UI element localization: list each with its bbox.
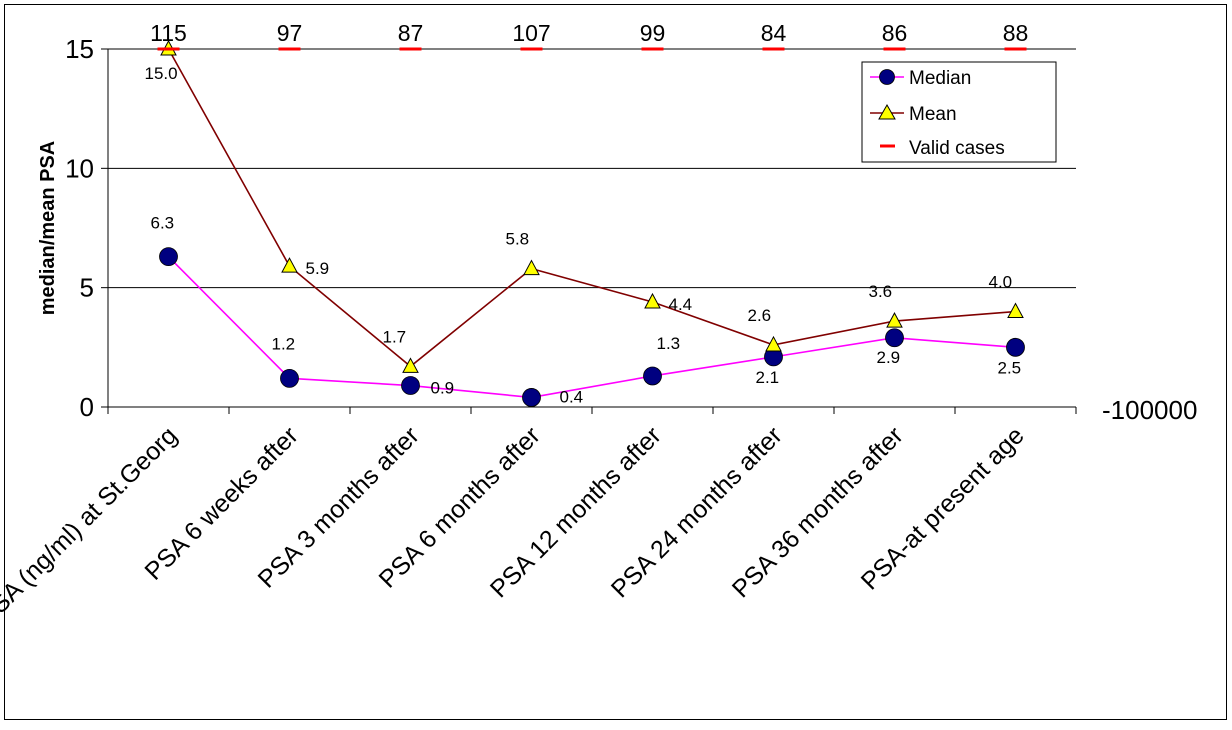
series-line-mean — [167, 48, 1016, 368]
mean-point — [1007, 302, 1024, 319]
y-tick-labels: 0 5 10 15 — [65, 34, 94, 422]
valid-cases-label: 115 — [150, 20, 187, 46]
data-labels: 115 97 87 107 99 84 86 88 6.3 1.2 0.9 0.4 1.3 2.1 2.9 2… — [145, 20, 1029, 406]
valid-cases-label: 87 — [398, 20, 424, 46]
median-data-label: 1.2 — [272, 334, 296, 353]
median-data-label: 2.1 — [756, 368, 780, 387]
median-point — [522, 388, 541, 407]
legend-item-median: Median — [870, 68, 971, 89]
legend-valid-cases-label: Valid cases — [909, 138, 1005, 159]
right-axis-label: -100000 — [1102, 395, 1197, 425]
valid-cases-label: 88 — [1003, 20, 1029, 46]
axes — [101, 48, 1077, 414]
mean-data-label: 4.0 — [989, 273, 1013, 292]
median-point — [159, 247, 178, 267]
mean-data-label: 5.8 — [506, 230, 530, 249]
mean-point — [281, 257, 298, 273]
valid-cases-label: 86 — [882, 20, 908, 46]
median-data-label: 2.5 — [998, 358, 1022, 377]
mean-point — [765, 335, 782, 352]
legend: Median Mean Valid cases — [861, 61, 1057, 163]
mean-point — [886, 312, 903, 328]
y-tick-label: 0 — [80, 392, 94, 422]
median-data-label: 0.9 — [431, 379, 455, 398]
median-point — [885, 328, 904, 348]
y-tick-label: 15 — [65, 34, 94, 64]
median-data-label: 2.9 — [877, 348, 901, 367]
mean-data-label: 3.6 — [869, 282, 893, 301]
median-point — [1006, 337, 1025, 357]
median-point — [643, 366, 662, 386]
mean-point — [523, 259, 540, 276]
median-data-label: 1.3 — [657, 334, 681, 353]
gridlines — [108, 48, 1076, 289]
mean-data-label: 2.6 — [748, 306, 772, 325]
mean-point — [644, 292, 661, 309]
median-data-label: 6.3 — [151, 214, 175, 233]
valid-cases-label: 107 — [512, 20, 550, 46]
y-tick-label: 5 — [80, 273, 94, 303]
mean-point — [402, 357, 419, 373]
legend-item-mean: Mean — [870, 103, 957, 125]
legend-median-marker — [879, 69, 895, 85]
valid-cases-label: 99 — [640, 20, 666, 46]
median-point — [401, 376, 420, 395]
series — [157, 39, 1027, 407]
legend-item-valid-cases: Valid cases — [880, 138, 1005, 159]
median-point — [280, 368, 299, 388]
y-axis-title: median/mean PSA — [37, 141, 59, 316]
valid-cases-label: 84 — [761, 20, 787, 46]
legend-mean-marker — [878, 103, 896, 120]
mean-data-label: 5.9 — [306, 259, 330, 278]
mean-data-label: 15.0 — [145, 64, 178, 83]
mean-data-label: 1.7 — [383, 327, 407, 346]
mean-data-label: 4.4 — [669, 295, 693, 314]
series-line-median — [167, 256, 1016, 399]
valid-cases-label: 97 — [277, 20, 303, 46]
legend-mean-label: Mean — [909, 104, 957, 125]
legend-median-label: Median — [909, 68, 971, 89]
y-tick-label: 10 — [65, 153, 94, 183]
median-data-label: 0.4 — [560, 387, 584, 406]
